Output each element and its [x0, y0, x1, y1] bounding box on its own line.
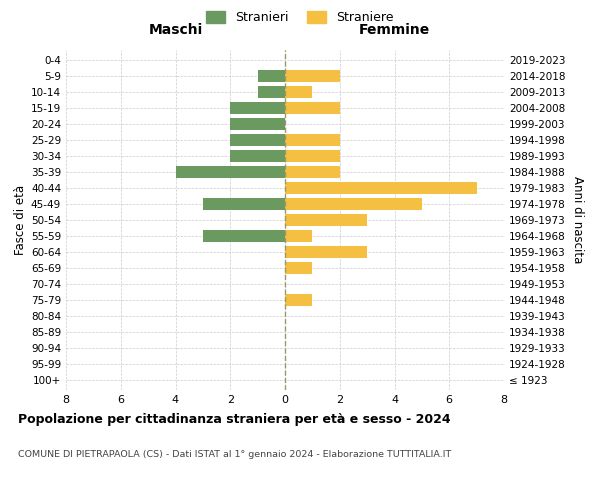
Bar [203, 230, 285, 242]
Bar [203, 198, 285, 210]
Bar [176, 166, 285, 178]
Bar [285, 166, 340, 178]
Bar [285, 150, 340, 162]
Bar [285, 246, 367, 258]
Bar [285, 134, 340, 146]
Legend: Stranieri, Straniere: Stranieri, Straniere [202, 6, 398, 29]
Text: Popolazione per cittadinanza straniera per età e sesso - 2024: Popolazione per cittadinanza straniera p… [18, 412, 451, 426]
Bar [285, 214, 367, 226]
Bar [285, 262, 313, 274]
Bar [285, 70, 340, 82]
Bar [230, 102, 285, 114]
Text: Femmine: Femmine [359, 24, 430, 38]
Y-axis label: Anni di nascita: Anni di nascita [571, 176, 584, 264]
Bar [230, 118, 285, 130]
Bar [230, 150, 285, 162]
Text: COMUNE DI PIETRAPAOLA (CS) - Dati ISTAT al 1° gennaio 2024 - Elaborazione TUTTIT: COMUNE DI PIETRAPAOLA (CS) - Dati ISTAT … [18, 450, 451, 459]
Text: Maschi: Maschi [148, 24, 203, 38]
Bar [257, 70, 285, 82]
Bar [285, 294, 313, 306]
Bar [285, 86, 313, 98]
Bar [230, 134, 285, 146]
Bar [257, 86, 285, 98]
Bar [285, 230, 313, 242]
Bar [285, 198, 422, 210]
Bar [285, 102, 340, 114]
Bar [285, 182, 476, 194]
Y-axis label: Fasce di età: Fasce di età [14, 185, 27, 255]
